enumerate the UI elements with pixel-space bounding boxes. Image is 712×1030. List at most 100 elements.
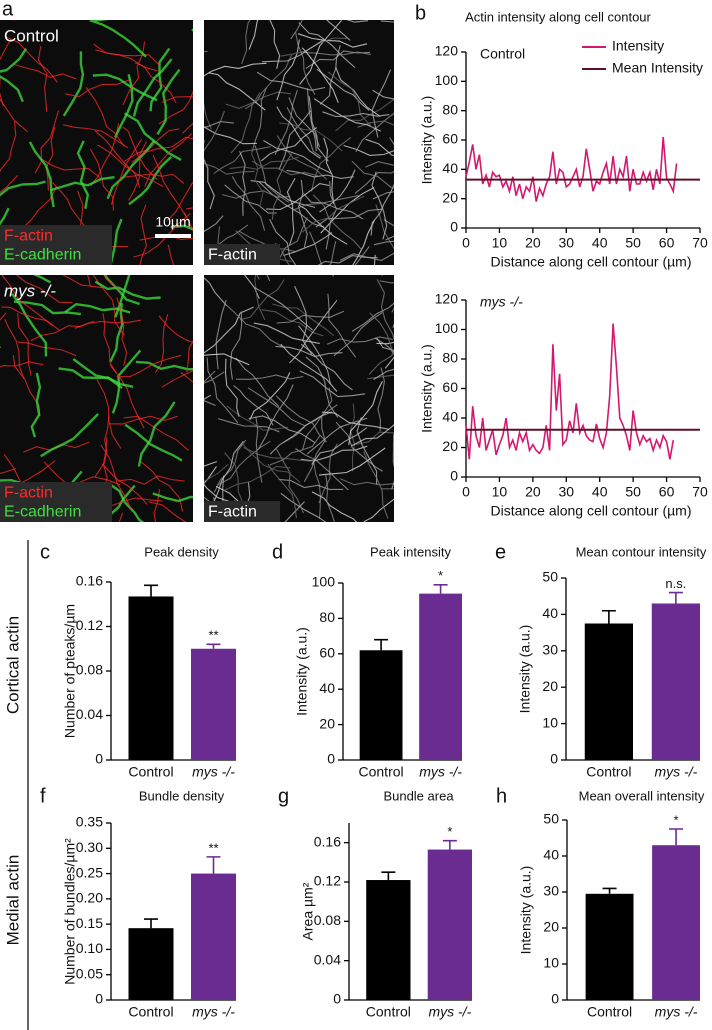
texture-stroke — [63, 124, 129, 149]
texture-stroke — [0, 75, 24, 103]
y-tick-label: 100 — [435, 320, 459, 336]
texture-stroke — [241, 20, 251, 65]
x-tick-label: 20 — [525, 484, 541, 500]
chart-title: Peak intensity — [370, 544, 451, 559]
y-tick-label: 80 — [442, 101, 458, 117]
texture-stroke — [144, 133, 192, 188]
texture-stroke — [50, 176, 115, 192]
texture-stroke — [62, 51, 85, 117]
significance-label: ** — [208, 628, 218, 643]
channel-label: F-actin — [4, 485, 53, 502]
y-tick-label: 0 — [95, 991, 103, 1007]
y-tick-label: 60 — [442, 379, 458, 395]
y-tick-label: 0.20 — [76, 890, 103, 906]
image-texture — [204, 275, 394, 522]
texture-stroke — [86, 275, 91, 287]
bar — [128, 928, 174, 1000]
bar — [652, 845, 700, 1000]
label-box — [0, 482, 112, 522]
y-axis-label: Intensity (a.u.) — [419, 96, 435, 185]
y-tick-label: 0.04 — [314, 951, 341, 967]
bar — [191, 648, 236, 760]
texture-stroke — [317, 255, 378, 265]
texture-stroke — [106, 139, 156, 200]
texture-stroke — [283, 232, 333, 256]
texture-stroke — [89, 20, 147, 58]
texture-stroke — [319, 45, 341, 105]
texture-stroke — [170, 224, 193, 231]
bar — [584, 623, 633, 760]
texture-stroke — [290, 20, 303, 40]
y-tick-label: 40 — [543, 847, 559, 863]
texture-stroke — [204, 224, 249, 253]
texture-stroke — [372, 89, 394, 100]
panel-letter: b — [415, 2, 426, 24]
texture-stroke — [256, 71, 326, 91]
texture-stroke — [109, 364, 145, 429]
cell-image: Control F-actin E-cadherin 10µm — [0, 20, 193, 265]
y-tick-label: 0.05 — [76, 965, 103, 981]
texture-stroke — [318, 443, 338, 504]
texture-stroke — [34, 110, 60, 174]
chart-title: Peak density — [144, 544, 219, 559]
row-label: Medial actin — [3, 855, 22, 946]
x-tick-label: 30 — [558, 484, 574, 500]
texture-stroke — [117, 475, 185, 485]
texture-stroke — [392, 323, 394, 328]
texture-stroke — [327, 293, 357, 358]
texture-stroke — [109, 415, 178, 425]
texture-stroke — [251, 87, 268, 152]
error-bar — [602, 887, 617, 894]
texture-stroke — [348, 380, 383, 445]
texture-stroke — [148, 501, 187, 522]
y-tick-label: 0.10 — [76, 940, 103, 956]
texture-stroke — [326, 20, 351, 41]
texture-stroke — [101, 463, 148, 505]
x-tick-label: 70 — [692, 484, 708, 500]
texture-stroke — [0, 121, 17, 173]
x-tick-label: 0 — [462, 484, 470, 500]
texture-stroke — [302, 387, 333, 450]
texture-stroke — [13, 63, 77, 80]
texture-stroke — [258, 181, 325, 228]
texture-stroke — [17, 341, 77, 357]
texture-stroke — [128, 141, 147, 201]
texture-stroke — [280, 492, 327, 522]
label-box — [204, 501, 280, 522]
y-tick-label: 120 — [435, 291, 459, 307]
chart-title: Bundle density — [139, 788, 225, 803]
texture-stroke — [368, 351, 394, 375]
texture-stroke — [297, 33, 368, 48]
texture-stroke — [351, 302, 394, 332]
texture-stroke — [269, 218, 297, 265]
texture-stroke — [365, 161, 394, 168]
texture-stroke — [123, 128, 180, 162]
error-bar — [442, 839, 457, 850]
texture-stroke — [229, 311, 243, 380]
y-tick-label: 0 — [333, 991, 341, 1007]
texture-stroke — [299, 370, 366, 398]
texture-stroke — [318, 447, 386, 476]
y-tick-label: 0.30 — [76, 839, 103, 855]
texture-stroke — [275, 345, 343, 358]
y-tick-label: 0 — [550, 751, 558, 767]
texture-stroke — [92, 73, 158, 102]
texture-stroke — [295, 448, 349, 491]
texture-stroke — [116, 297, 128, 366]
texture-stroke — [153, 489, 161, 522]
x-axis-label: Distance along cell contour (µm) — [490, 254, 691, 270]
texture-stroke — [204, 463, 229, 482]
y-tick-label: 80 — [319, 609, 335, 625]
texture-stroke — [281, 250, 290, 265]
y-tick-label: 40 — [542, 605, 558, 621]
texture-stroke — [225, 91, 292, 109]
texture-stroke — [139, 204, 147, 265]
texture-stroke — [312, 194, 363, 250]
x-tick-label: Control — [586, 764, 631, 780]
texture-stroke — [161, 369, 193, 388]
texture-stroke — [376, 341, 394, 345]
texture-stroke — [328, 241, 337, 265]
x-tick-label: 10 — [492, 484, 508, 500]
texture-stroke — [346, 20, 369, 23]
texture-stroke — [229, 156, 299, 170]
